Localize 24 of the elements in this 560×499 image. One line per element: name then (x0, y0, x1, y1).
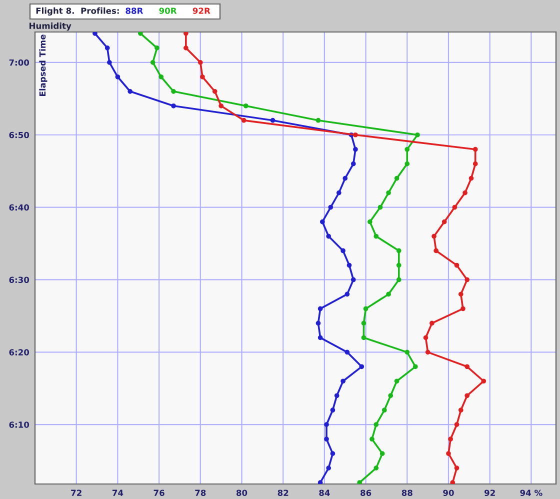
x-tick-label: 80 (236, 490, 248, 496)
x-tick-label: 84 (319, 490, 330, 496)
text: 88R (126, 8, 144, 14)
y-tick-label: 6:50 (9, 132, 30, 138)
y-tick-label: 6:30 (9, 276, 30, 284)
y-tick-label: 7:00 (9, 59, 30, 66)
y-tick-label: 6:40 (9, 204, 30, 211)
x-tick-label: 82 (278, 490, 288, 496)
y-tick-label: 6:10 (9, 422, 30, 428)
text: 90R (159, 8, 177, 14)
x-tick-label: 86 (360, 490, 372, 496)
y-tick-label: 6:20 (9, 349, 30, 356)
x-tick-label: 72 (71, 490, 82, 496)
x-tick-label: 92 (484, 490, 495, 496)
x-tick-label: 90 (443, 490, 454, 496)
x-axis-title: Humidity (30, 22, 72, 31)
x-tick-label: 88 (402, 490, 412, 496)
x-tick-label: 74 (112, 490, 124, 496)
x-tick-label: 76 (154, 490, 164, 496)
y-axis-title: Elapsed Time (39, 34, 48, 96)
chart-title: Flight 8. Profiles: (36, 7, 119, 16)
x-tick-label: 78 (195, 490, 206, 496)
x-tick-label: 94 % (520, 490, 542, 496)
text: 92R (192, 8, 210, 14)
